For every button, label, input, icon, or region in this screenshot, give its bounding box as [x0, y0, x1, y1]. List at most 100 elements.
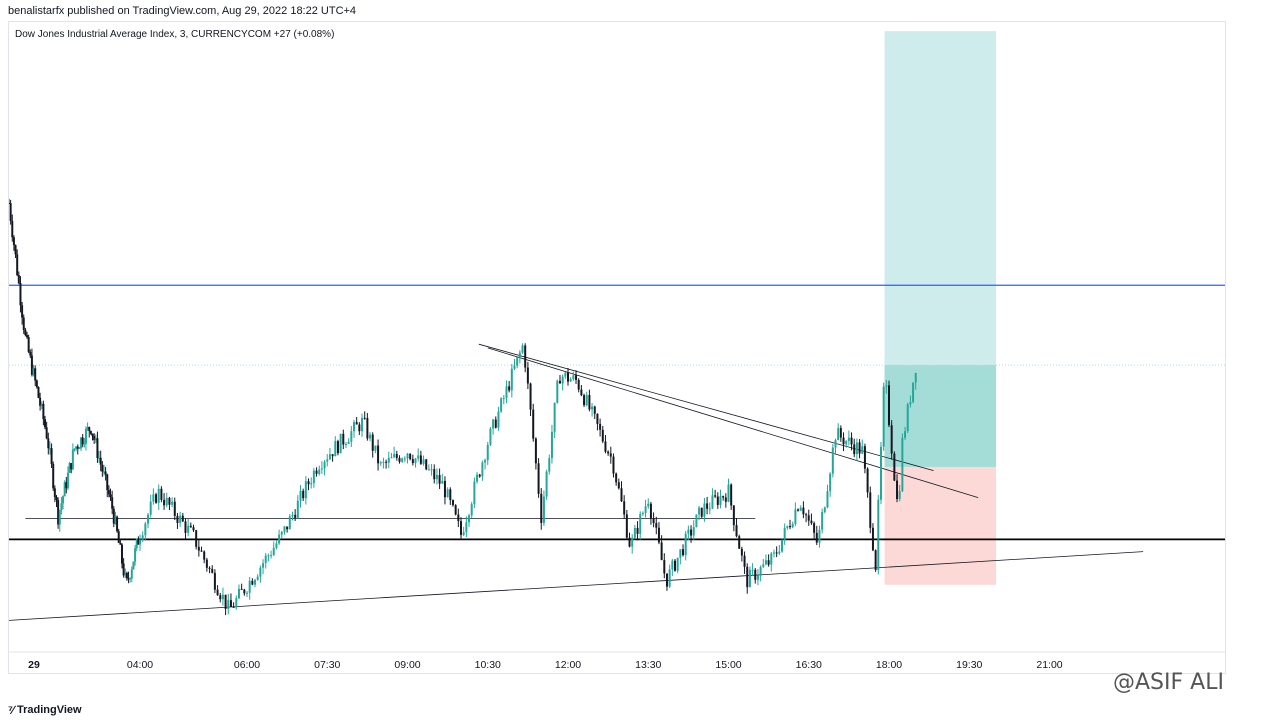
candle-body — [545, 471, 548, 497]
candle-body — [246, 592, 248, 594]
candle-body — [251, 580, 254, 585]
candle-body — [690, 529, 693, 536]
candle-body — [575, 375, 578, 380]
candle-body — [473, 481, 476, 505]
tradingview-logo[interactable]: ⁷∕ TradingView — [8, 703, 82, 717]
candle-body — [657, 527, 660, 543]
candle-body — [109, 494, 112, 498]
candle-body — [783, 527, 786, 540]
candle-body — [132, 561, 135, 570]
candle-body — [130, 569, 133, 579]
candle-body — [81, 437, 84, 445]
candle-body — [850, 437, 853, 445]
candle-body — [124, 572, 127, 576]
candle-body — [192, 527, 195, 531]
candle-body — [671, 560, 674, 570]
candle-body — [722, 496, 725, 498]
candle-body — [259, 567, 262, 577]
candle-body — [382, 461, 385, 463]
candle-body — [272, 547, 275, 556]
candle-body — [786, 526, 789, 528]
candle-body — [564, 372, 567, 377]
candle-body — [197, 546, 200, 551]
author-watermark: @ASIF ALI — [1113, 670, 1224, 695]
candle-body — [50, 448, 53, 464]
candle-body — [374, 445, 377, 451]
candle-body — [119, 542, 122, 545]
candle-body — [818, 529, 821, 543]
candle-body — [165, 497, 168, 506]
candle-body — [644, 506, 647, 514]
candle-body — [668, 569, 671, 587]
candle-body — [35, 380, 38, 387]
candle-body — [291, 514, 294, 517]
candle-body — [797, 509, 800, 511]
candle-body — [102, 471, 105, 473]
candle-body — [502, 398, 505, 400]
candle-body — [280, 531, 283, 535]
candle-body — [460, 521, 462, 535]
chart-panel[interactable]: 3194031960320003202032040320603210032120… — [8, 21, 1226, 674]
tv-logo-icon: ⁷∕ — [8, 703, 14, 717]
candle-body — [703, 503, 706, 517]
candle-body — [117, 531, 120, 543]
candle-body — [904, 431, 907, 438]
candle-body — [631, 537, 634, 547]
candle-body — [366, 418, 369, 439]
candle-body — [93, 436, 96, 440]
candle-body — [484, 460, 487, 463]
candle-body — [26, 335, 29, 338]
candle-body — [45, 427, 48, 439]
candle-body — [748, 569, 751, 588]
candle-body — [385, 461, 388, 463]
candle-body — [104, 471, 107, 475]
candle-body — [770, 553, 773, 565]
candlestick-chart[interactable]: 3194031960320003202032040320603210032120… — [9, 22, 1225, 673]
candle-body — [66, 472, 69, 489]
candle-body — [604, 441, 607, 452]
candle-body — [34, 368, 37, 381]
candle-body — [262, 563, 265, 568]
candle-body — [882, 386, 885, 447]
candle-body — [711, 495, 714, 509]
candle-body — [430, 469, 433, 471]
candle-body — [623, 501, 626, 515]
candle-body — [829, 473, 832, 492]
candle-body — [48, 448, 51, 450]
candle-body — [684, 533, 687, 556]
candle-body — [179, 515, 182, 523]
candle-body — [542, 496, 545, 523]
candle-body — [147, 514, 150, 524]
candle-body — [767, 560, 770, 565]
candle-body — [510, 368, 513, 391]
candle-body — [909, 401, 912, 405]
candle-body — [318, 469, 321, 474]
candle-body — [358, 424, 361, 432]
candle-body — [871, 527, 874, 551]
x-tick-label: 04:00 — [127, 659, 153, 671]
candle-body — [78, 448, 81, 450]
candle-body — [449, 489, 452, 501]
candle-body — [652, 518, 655, 524]
symbol-legend[interactable]: Dow Jones Industrial Average Index, 3, C… — [15, 29, 335, 40]
candle-body — [772, 552, 775, 554]
candle-body — [580, 389, 583, 396]
candle-body — [137, 539, 140, 545]
candle-body — [134, 548, 137, 562]
candle-body — [227, 600, 230, 609]
candle-body — [534, 438, 537, 464]
candle-body — [57, 499, 60, 525]
candle-body — [27, 337, 30, 352]
candle-body — [826, 491, 829, 508]
candle-body — [906, 404, 909, 432]
candle-body — [37, 386, 40, 398]
candle-body — [403, 458, 406, 460]
candle-body — [414, 458, 417, 464]
candle-body — [353, 422, 355, 432]
candle-body — [516, 356, 519, 366]
candle-body — [556, 380, 559, 403]
candle-body — [743, 555, 746, 567]
candle-body — [802, 507, 805, 515]
candle-body — [441, 480, 444, 484]
candle-body — [347, 441, 350, 444]
